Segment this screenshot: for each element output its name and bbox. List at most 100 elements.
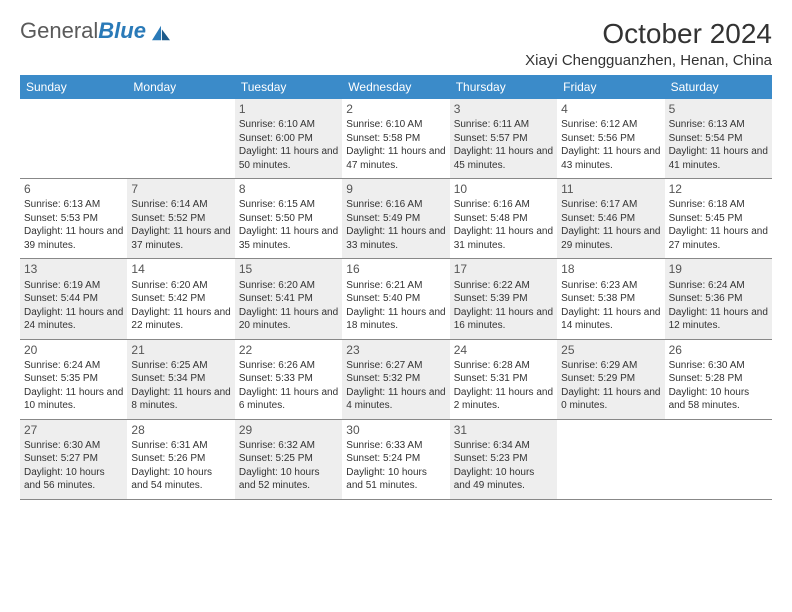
sunset-text: Sunset: 5:36 PM (669, 292, 768, 306)
calendar-cell: 22Sunrise: 6:26 AMSunset: 5:33 PMDayligh… (235, 340, 342, 419)
day-number: 13 (24, 261, 123, 277)
month-title: October 2024 (525, 18, 772, 50)
day-headers-row: SundayMondayTuesdayWednesdayThursdayFrid… (20, 75, 772, 99)
daylight-text: Daylight: 11 hours and 18 minutes. (346, 306, 445, 333)
calendar-cell: 29Sunrise: 6:32 AMSunset: 5:25 PMDayligh… (235, 420, 342, 499)
week-row: 6Sunrise: 6:13 AMSunset: 5:53 PMDaylight… (20, 179, 772, 259)
sunrise-text: Sunrise: 6:26 AM (239, 359, 338, 373)
daylight-text: Daylight: 11 hours and 35 minutes. (239, 225, 338, 252)
daylight-text: Daylight: 11 hours and 0 minutes. (561, 386, 660, 413)
sunrise-text: Sunrise: 6:16 AM (346, 198, 445, 212)
sunset-text: Sunset: 5:58 PM (346, 132, 445, 146)
day-number: 11 (561, 181, 660, 197)
daylight-text: Daylight: 11 hours and 24 minutes. (24, 306, 123, 333)
week-row: 13Sunrise: 6:19 AMSunset: 5:44 PMDayligh… (20, 259, 772, 339)
calendar-cell: 7Sunrise: 6:14 AMSunset: 5:52 PMDaylight… (127, 179, 234, 258)
sunrise-text: Sunrise: 6:20 AM (131, 279, 230, 293)
calendar-cell: 19 Sunrise: 6:24 AMSunset: 5:36 PMDayligh… (665, 259, 772, 338)
location-text: Xiayi Chengguanzhen, Henan, China (525, 52, 772, 69)
calendar-cell: 3Sunrise: 6:11 AMSunset: 5:57 PMDaylight… (450, 99, 557, 178)
calendar-cell: 30Sunrise: 6:33 AMSunset: 5:24 PMDayligh… (342, 420, 449, 499)
sunset-text: Sunset: 5:52 PM (131, 212, 230, 226)
logo-word2: Blue (98, 18, 146, 43)
sunrise-text: Sunrise: 6:10 AM (239, 118, 338, 132)
daylight-text: Daylight: 11 hours and 45 minutes. (454, 145, 553, 172)
calendar-cell (557, 420, 664, 499)
daylight-text: Daylight: 11 hours and 27 minutes. (669, 225, 768, 252)
calendar: SundayMondayTuesdayWednesdayThursdayFrid… (20, 75, 772, 500)
sunset-text: Sunset: 5:40 PM (346, 292, 445, 306)
day-number: 23 (346, 342, 445, 358)
daylight-text: Daylight: 11 hours and 47 minutes. (346, 145, 445, 172)
day-number: 31 (454, 422, 553, 438)
day-number: 25 (561, 342, 660, 358)
sunset-text: Sunset: 5:45 PM (669, 212, 768, 226)
sunrise-text: Sunrise: 6:14 AM (131, 198, 230, 212)
calendar-cell: 28Sunrise: 6:31 AMSunset: 5:26 PMDayligh… (127, 420, 234, 499)
daylight-text: Daylight: 11 hours and 43 minutes. (561, 145, 660, 172)
daylight-text: Daylight: 11 hours and 10 minutes. (24, 386, 123, 413)
daylight-text: Daylight: 10 hours and 54 minutes. (131, 466, 230, 493)
day-number: 9 (346, 181, 445, 197)
sunrise-text: Sunrise: 6:24 AM (24, 359, 123, 373)
calendar-weeks: 1Sunrise: 6:10 AMSunset: 6:00 PMDaylight… (20, 99, 772, 500)
daylight-text: Daylight: 11 hours and 16 minutes. (454, 306, 553, 333)
day-header: Sunday (20, 75, 127, 99)
sunrise-text: Sunrise: 6:30 AM (669, 359, 768, 373)
day-number: 17 (454, 261, 553, 277)
logo-word1: General (20, 18, 98, 43)
calendar-cell (20, 99, 127, 178)
calendar-cell: 15Sunrise: 6:20 AMSunset: 5:41 PMDayligh… (235, 259, 342, 338)
day-number: 29 (239, 422, 338, 438)
day-number: 16 (346, 261, 445, 277)
calendar-cell: 6Sunrise: 6:13 AMSunset: 5:53 PMDaylight… (20, 179, 127, 258)
daylight-text: Daylight: 10 hours and 56 minutes. (24, 466, 123, 493)
sunrise-text: Sunrise: 6:16 AM (454, 198, 553, 212)
sunset-text: Sunset: 5:57 PM (454, 132, 553, 146)
sunrise-text: Sunrise: 6:34 AM (454, 439, 553, 453)
sunrise-text: Sunrise: 6:21 AM (346, 279, 445, 293)
logo: GeneralBlue (20, 18, 172, 44)
day-header: Monday (127, 75, 234, 99)
sunrise-text: Sunrise: 6:24 AM (669, 279, 768, 293)
sunrise-text: Sunrise: 6:17 AM (561, 198, 660, 212)
calendar-cell: 1Sunrise: 6:10 AMSunset: 6:00 PMDaylight… (235, 99, 342, 178)
sunset-text: Sunset: 5:27 PM (24, 452, 123, 466)
calendar-cell: 8Sunrise: 6:15 AMSunset: 5:50 PMDaylight… (235, 179, 342, 258)
sunset-text: Sunset: 5:29 PM (561, 372, 660, 386)
daylight-text: Daylight: 11 hours and 37 minutes. (131, 225, 230, 252)
calendar-cell: 16 Sunrise: 6:21 AMSunset: 5:40 PMDayligh… (342, 259, 449, 338)
day-number: 24 (454, 342, 553, 358)
sunset-text: Sunset: 5:49 PM (346, 212, 445, 226)
header: GeneralBlue October 2024 Xiayi Chengguan… (20, 18, 772, 69)
daylight-text: Daylight: 10 hours and 49 minutes. (454, 466, 553, 493)
sunrise-text: Sunrise: 6:28 AM (454, 359, 553, 373)
calendar-cell: 20Sunrise: 6:24 AMSunset: 5:35 PMDayligh… (20, 340, 127, 419)
day-number: 27 (24, 422, 123, 438)
day-number: 30 (346, 422, 445, 438)
title-block: October 2024 Xiayi Chengguanzhen, Henan,… (525, 18, 772, 69)
day-header: Saturday (665, 75, 772, 99)
calendar-cell: 13Sunrise: 6:19 AMSunset: 5:44 PMDayligh… (20, 259, 127, 338)
week-row: 1Sunrise: 6:10 AMSunset: 6:00 PMDaylight… (20, 99, 772, 179)
sunrise-text: Sunrise: 6:32 AM (239, 439, 338, 453)
calendar-cell: 26Sunrise: 6:30 AMSunset: 5:28 PMDayligh… (665, 340, 772, 419)
sunset-text: Sunset: 5:46 PM (561, 212, 660, 226)
sunrise-text: Sunrise: 6:27 AM (346, 359, 445, 373)
daylight-text: Daylight: 11 hours and 8 minutes. (131, 386, 230, 413)
sunset-text: Sunset: 5:32 PM (346, 372, 445, 386)
day-number: 10 (454, 181, 553, 197)
daylight-text: Daylight: 10 hours and 58 minutes. (669, 386, 768, 413)
day-number: 19 (669, 261, 768, 277)
daylight-text: Daylight: 11 hours and 50 minutes. (239, 145, 338, 172)
week-row: 20Sunrise: 6:24 AMSunset: 5:35 PMDayligh… (20, 340, 772, 420)
calendar-cell: 10Sunrise: 6:16 AMSunset: 5:48 PMDayligh… (450, 179, 557, 258)
sunrise-text: Sunrise: 6:10 AM (346, 118, 445, 132)
calendar-cell: 31Sunrise: 6:34 AMSunset: 5:23 PMDayligh… (450, 420, 557, 499)
sunset-text: Sunset: 5:24 PM (346, 452, 445, 466)
daylight-text: Daylight: 11 hours and 12 minutes. (669, 306, 768, 333)
sunset-text: Sunset: 5:42 PM (131, 292, 230, 306)
sunrise-text: Sunrise: 6:31 AM (131, 439, 230, 453)
sunrise-text: Sunrise: 6:13 AM (669, 118, 768, 132)
sunrise-text: Sunrise: 6:15 AM (239, 198, 338, 212)
